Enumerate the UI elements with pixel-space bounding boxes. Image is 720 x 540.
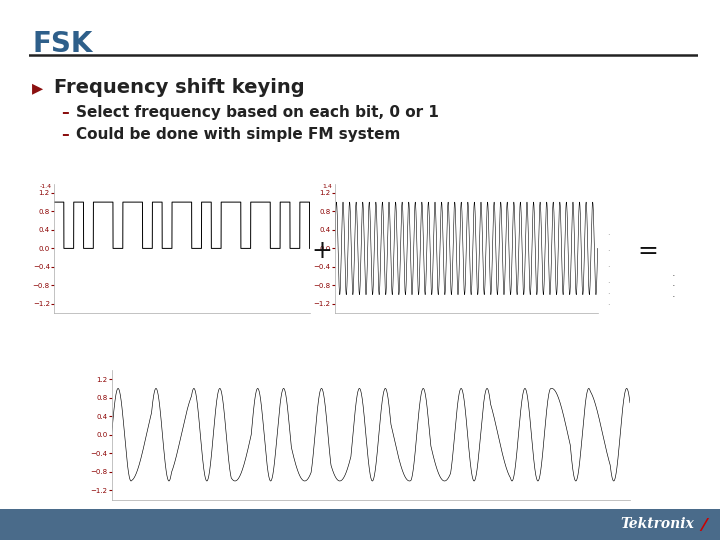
Text: Tektronix: Tektronix [621,517,694,531]
Text: Frequency shift keying: Frequency shift keying [54,78,305,97]
Text: .: . [607,298,610,307]
Text: –: – [61,127,69,142]
Text: Select frequency based on each bit, 0 or 1: Select frequency based on each bit, 0 or… [76,105,438,120]
Text: =: = [638,239,658,263]
Text: .: . [607,244,610,253]
Text: +: + [312,239,332,263]
Text: Could be done with simple FM system: Could be done with simple FM system [76,127,400,142]
Text: –: – [61,105,69,120]
Text: .: . [671,268,675,278]
Text: .: . [607,228,610,237]
Text: ⁄: ⁄ [702,517,705,535]
Text: ▸: ▸ [32,78,43,98]
Text: -1.4: -1.4 [40,184,51,188]
Text: .: . [607,276,610,285]
Text: .: . [671,279,675,288]
Text: .: . [607,260,610,269]
Text: .: . [671,289,675,299]
Text: 1.4: 1.4 [323,184,332,188]
Text: FSK: FSK [32,30,93,58]
Text: .: . [607,287,610,296]
